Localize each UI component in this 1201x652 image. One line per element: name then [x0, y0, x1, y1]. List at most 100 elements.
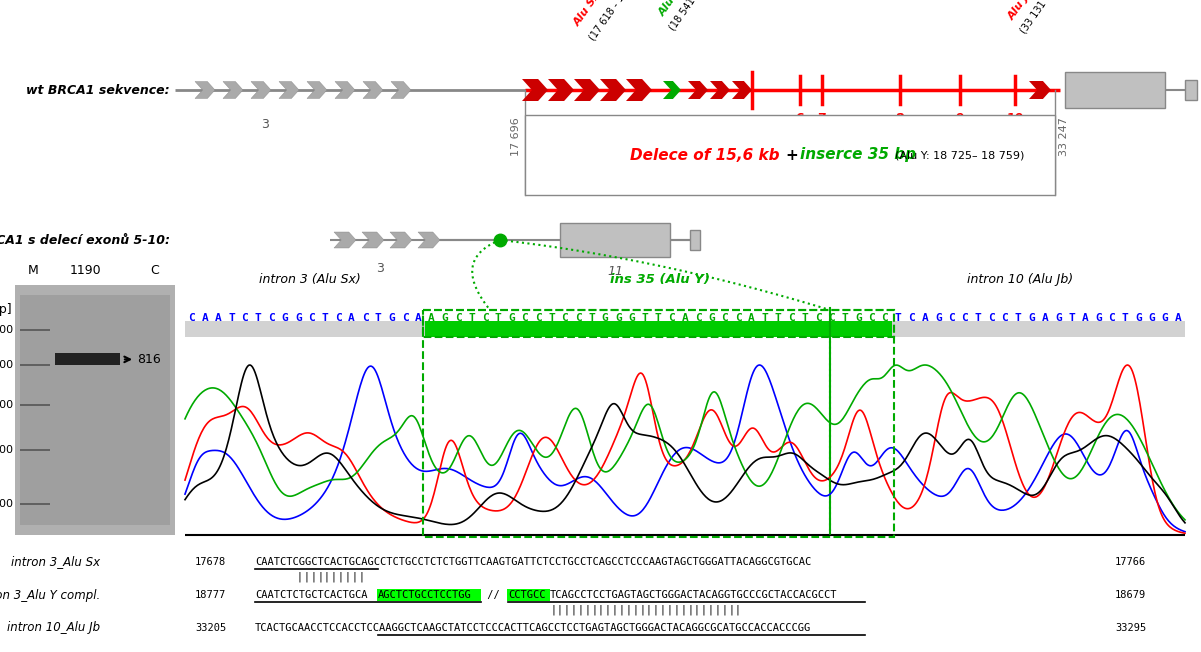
Text: G: G — [1135, 313, 1142, 323]
Text: ins 35 (Alu Y): ins 35 (Alu Y) — [610, 273, 710, 286]
Text: |: | — [632, 605, 638, 615]
Text: G: G — [1054, 313, 1062, 323]
Text: intron 3_Alu Y compl.: intron 3_Alu Y compl. — [0, 589, 100, 602]
Text: G: G — [508, 313, 515, 323]
Text: 800: 800 — [0, 361, 13, 370]
Text: (Alu Y: 18 725– 18 759): (Alu Y: 18 725– 18 759) — [895, 150, 1024, 160]
Text: |: | — [550, 605, 556, 615]
Text: C: C — [908, 313, 915, 323]
Text: |: | — [317, 572, 323, 582]
Text: G: G — [855, 313, 861, 323]
Text: |: | — [304, 572, 310, 582]
Text: |: | — [324, 572, 330, 582]
Text: G: G — [1095, 313, 1101, 323]
Text: C: C — [882, 313, 889, 323]
Text: 33295: 33295 — [1115, 623, 1146, 633]
Text: G: G — [934, 313, 942, 323]
Bar — [691, 230, 700, 250]
Text: 33 247: 33 247 — [1059, 117, 1069, 156]
Polygon shape — [334, 232, 355, 248]
Text: CAATCTCTGCTCACTGCA: CAATCTCTGCTCACTGCA — [255, 590, 368, 600]
Text: T: T — [1069, 313, 1075, 323]
Text: G: G — [1161, 313, 1169, 323]
Polygon shape — [1029, 81, 1051, 99]
Text: C: C — [241, 313, 249, 323]
Text: intron 3_Alu Sx: intron 3_Alu Sx — [11, 556, 100, 569]
Polygon shape — [663, 81, 681, 99]
Text: intron 10 (Alu Jb): intron 10 (Alu Jb) — [967, 273, 1072, 286]
Text: A: A — [682, 313, 688, 323]
Text: wt BRCA1 sekvence:: wt BRCA1 sekvence: — [26, 83, 171, 96]
Text: 18679: 18679 — [1115, 590, 1146, 600]
Polygon shape — [307, 82, 327, 98]
Text: |: | — [674, 605, 680, 615]
Text: |: | — [578, 605, 584, 615]
Text: T: T — [495, 313, 502, 323]
Text: 11: 11 — [605, 233, 625, 247]
Text: T: T — [1015, 313, 1022, 323]
Text: |: | — [358, 572, 364, 582]
Polygon shape — [279, 82, 299, 98]
Bar — [425, 321, 891, 337]
Text: C: C — [534, 313, 542, 323]
Text: Alu Sx: Alu Sx — [572, 0, 603, 28]
Text: |: | — [352, 572, 357, 582]
Text: |: | — [563, 605, 569, 615]
Text: //: // — [482, 590, 506, 600]
Text: 600: 600 — [0, 445, 13, 455]
Text: G: G — [295, 313, 301, 323]
Text: C: C — [988, 313, 996, 323]
Text: |: | — [557, 605, 563, 615]
Text: TCACTGCAACCTCCACCTCCAAGGCTCAAGCTATCCTCCCACTTCAGCCTCCTGAGTAGCTGGGACTACAGGCGCATGCC: TCACTGCAACCTCCACCTCCAAGGCTCAAGCTATCCTCCC… — [255, 623, 811, 633]
Text: T: T — [322, 313, 328, 323]
Text: A: A — [429, 313, 435, 323]
Text: |: | — [639, 605, 645, 615]
Bar — [55, 353, 120, 365]
Text: 700: 700 — [0, 400, 13, 409]
Text: T: T — [761, 313, 769, 323]
Text: C: C — [668, 313, 675, 323]
Text: G: G — [388, 313, 395, 323]
Text: T: T — [842, 313, 848, 323]
Text: inserce 35 bp: inserce 35 bp — [800, 147, 916, 162]
Text: |: | — [694, 605, 700, 615]
Text: T: T — [549, 313, 555, 323]
Text: intron 3 (Alu Sx): intron 3 (Alu Sx) — [259, 273, 360, 286]
Bar — [14, 285, 175, 535]
Text: |: | — [605, 605, 611, 615]
Text: A: A — [215, 313, 222, 323]
Text: T: T — [895, 313, 902, 323]
Text: G: G — [709, 313, 715, 323]
Text: T: T — [468, 313, 476, 323]
Polygon shape — [626, 79, 652, 101]
Text: G: G — [1028, 313, 1035, 323]
Polygon shape — [731, 81, 752, 99]
Text: C: C — [788, 313, 795, 323]
Text: C: C — [401, 313, 408, 323]
Text: A: A — [202, 313, 209, 323]
Text: A: A — [348, 313, 355, 323]
Text: (18 541 - 18 837): (18 541 - 18 837) — [667, 0, 724, 32]
Text: G: G — [628, 313, 635, 323]
Text: G: G — [1148, 313, 1155, 323]
Text: |: | — [722, 605, 727, 615]
Text: 17766: 17766 — [1115, 557, 1146, 567]
Text: |: | — [707, 605, 713, 615]
Text: Alu Y: Alu Y — [657, 0, 683, 18]
Text: T: T — [975, 313, 981, 323]
Text: 17 696: 17 696 — [510, 117, 521, 156]
Text: |: | — [585, 605, 590, 615]
Text: T: T — [801, 313, 808, 323]
Text: 1190: 1190 — [70, 264, 101, 277]
Text: 500: 500 — [0, 499, 13, 509]
Text: |: | — [626, 605, 632, 615]
Text: |: | — [680, 605, 686, 615]
Text: |: | — [735, 605, 741, 615]
Polygon shape — [710, 81, 730, 99]
Bar — [423, 310, 894, 537]
Text: CAATCTCGGCTCACTGCAGCCTCTGCCTCTCTGGTTCAAGTGATTCTCCTGCCTCAGCCTCCCAAGTAGCTGGGATTACA: CAATCTCGGCTCACTGCAGCCTCTGCCTCTCTGGTTCAAG… — [255, 557, 811, 567]
Text: C: C — [815, 313, 821, 323]
Text: G: G — [615, 313, 622, 323]
Text: T: T — [641, 313, 649, 323]
Text: A: A — [921, 313, 928, 323]
